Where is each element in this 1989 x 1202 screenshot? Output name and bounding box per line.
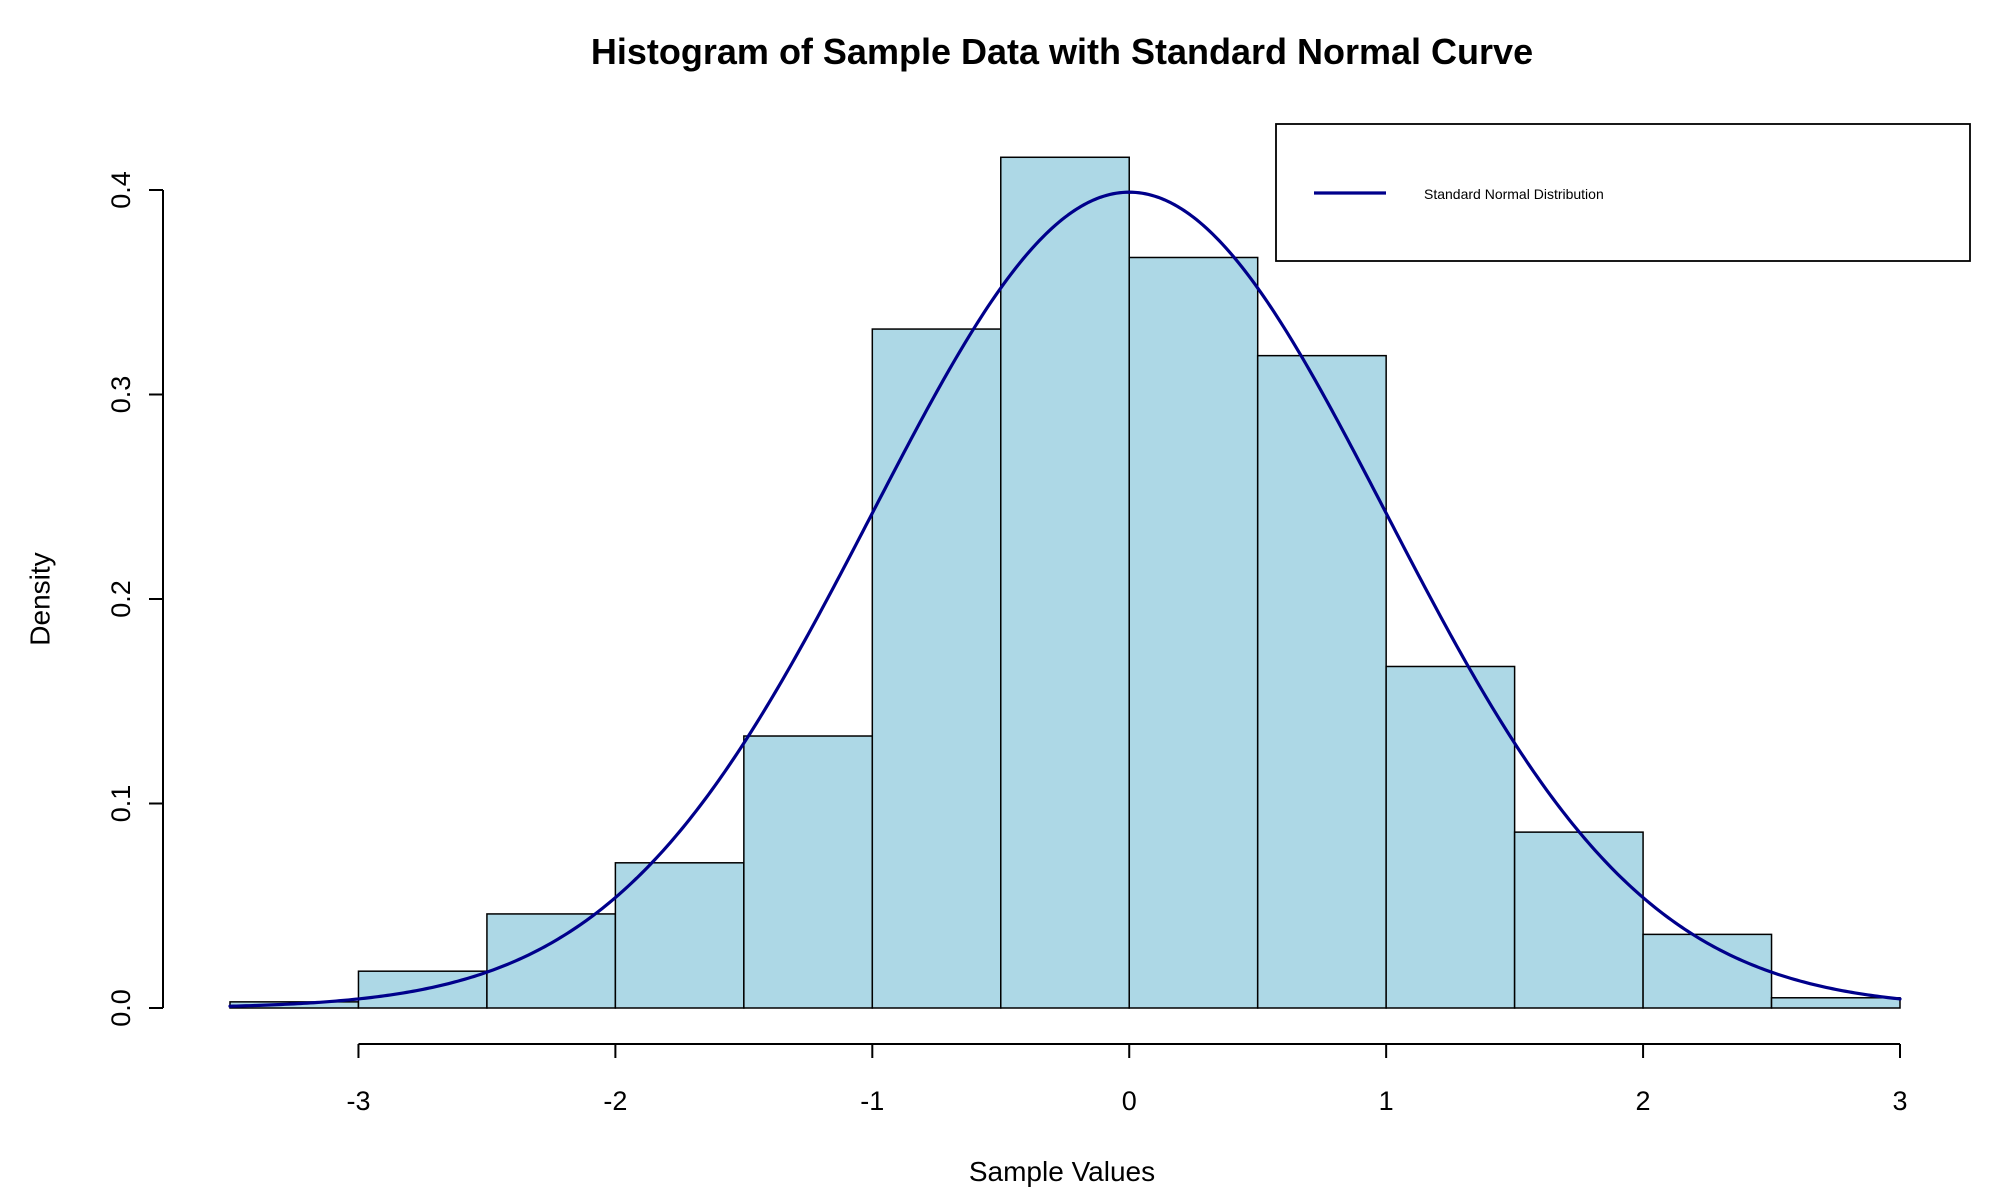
- histogram-bars: [229, 156, 1901, 1009]
- legend-box: [1275, 123, 1971, 262]
- x-tick-label: 3: [1892, 1086, 1907, 1116]
- histogram-bar: [1385, 665, 1516, 1009]
- histogram-bar: [1642, 933, 1773, 1009]
- y-tick-label: 0.0: [106, 989, 136, 1027]
- histogram-bar: [743, 735, 874, 1009]
- y-tick-label: 0.3: [106, 376, 136, 414]
- y-axis-label: Density: [24, 552, 55, 645]
- standard-normal-curve: [228, 190, 1902, 1008]
- x-tick-label: 2: [1636, 1086, 1651, 1116]
- x-tick-label: -1: [860, 1086, 884, 1116]
- histogram-bar: [486, 913, 617, 1009]
- chart-title: Histogram of Sample Data with Standard N…: [591, 31, 1533, 72]
- histogram-bar: [614, 862, 745, 1009]
- histogram-bar: [1256, 354, 1387, 1009]
- chart-legend: Standard Normal Distribution: [1275, 123, 1971, 262]
- histogram-bar: [1770, 997, 1901, 1009]
- histogram-bar: [871, 328, 1002, 1009]
- histogram-bar: [1128, 256, 1259, 1009]
- x-tick-label: -3: [346, 1086, 370, 1116]
- x-axis-label: Sample Values: [969, 1156, 1155, 1187]
- x-tick-label: 0: [1122, 1086, 1137, 1116]
- x-tick-label: 1: [1379, 1086, 1394, 1116]
- x-tick-label: -2: [603, 1086, 627, 1116]
- legend-entry-standard-normal: Standard Normal Distribution: [1424, 186, 1604, 202]
- y-tick-label: 0.2: [106, 580, 136, 618]
- y-tick-label: 0.1: [106, 785, 136, 823]
- x-axis: -3 -2 -1 0 1 2 3: [346, 1043, 1908, 1116]
- histogram-bar: [1513, 831, 1644, 1009]
- histogram-bar: [1000, 156, 1130, 1009]
- y-tick-label: 0.4: [106, 171, 136, 209]
- y-axis: 0.0 0.1 0.2 0.3 0.4: [106, 171, 164, 1027]
